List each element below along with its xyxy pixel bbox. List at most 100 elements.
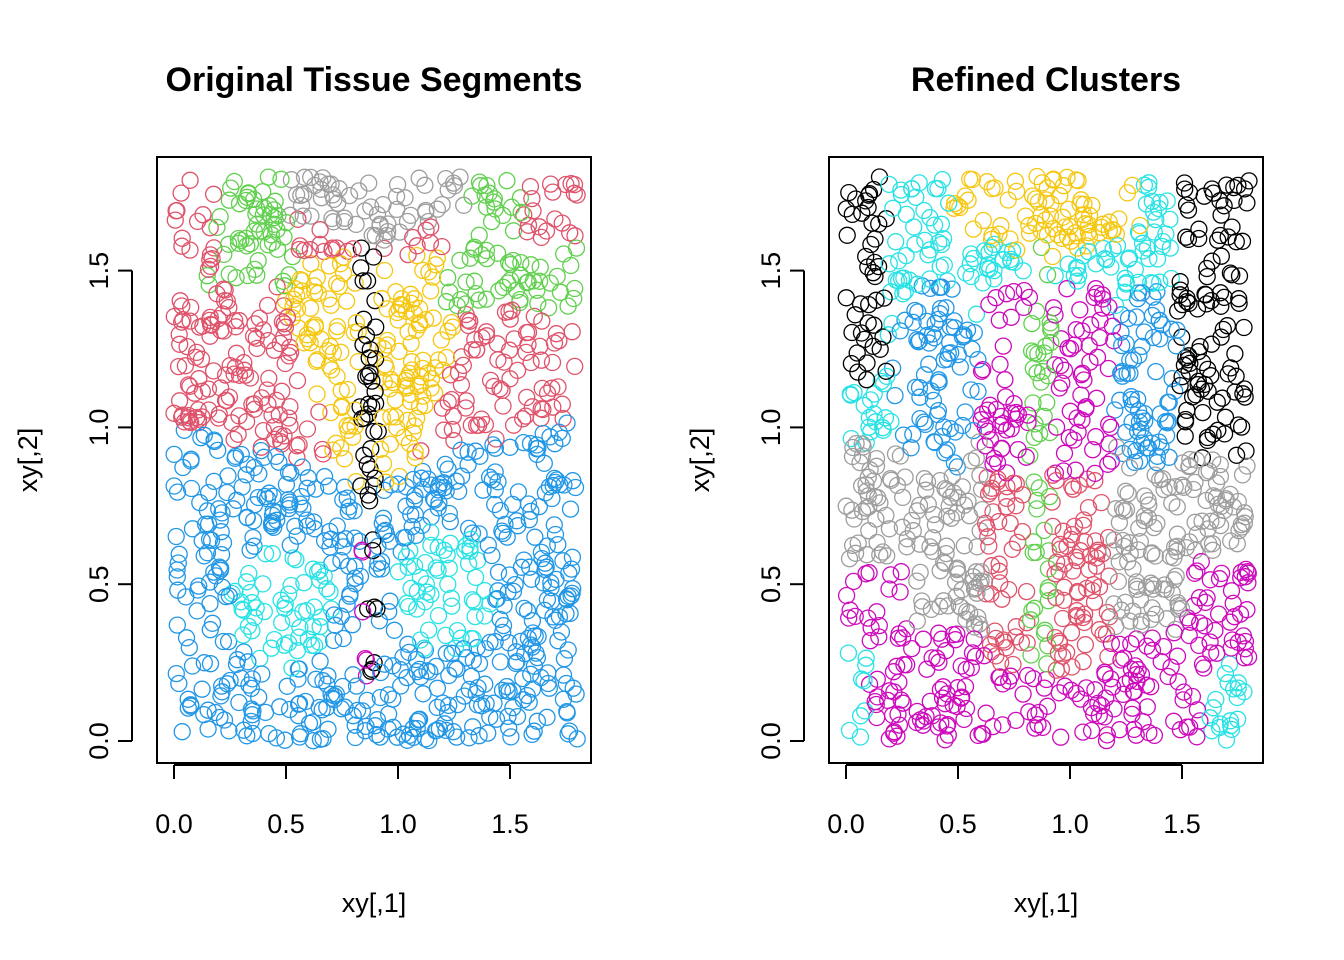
scatter-point <box>543 379 561 397</box>
scatter-point <box>994 337 1012 355</box>
points-layer <box>837 167 1258 750</box>
scatter-point <box>457 399 475 417</box>
scatter-point <box>1175 683 1193 701</box>
scatter-point <box>195 426 213 444</box>
scatter-point <box>979 485 998 503</box>
scatter-point <box>1059 200 1078 219</box>
scatter-point <box>362 662 380 680</box>
scatter-point <box>1234 385 1252 403</box>
scatter-point <box>1148 514 1166 533</box>
x-axis: 0.0 0.5 1.0 1.5 <box>827 764 1201 839</box>
scatter-point <box>232 231 250 250</box>
scatter-point <box>515 206 533 224</box>
scatter-point <box>852 324 871 342</box>
scatter-point <box>253 665 271 683</box>
scatter-point <box>1150 311 1168 330</box>
scatter-point <box>410 169 428 187</box>
scatter-point <box>1236 508 1254 526</box>
scatter-point <box>1195 617 1214 635</box>
y-axis-label: xy[,2] <box>13 428 43 493</box>
scatter-point <box>931 305 949 323</box>
scatter-point <box>949 345 967 364</box>
scatter-point <box>877 506 895 525</box>
scatter-point <box>523 680 542 698</box>
scatter-point <box>1229 416 1248 434</box>
scatter-point <box>851 295 870 313</box>
scatter-point <box>400 434 419 453</box>
scatter-point <box>396 189 414 207</box>
scatter-point <box>334 629 352 648</box>
scatter-point <box>1157 225 1175 243</box>
scatter-point <box>920 355 938 373</box>
scatter-point <box>260 197 279 215</box>
scatter-point <box>284 609 303 628</box>
scatter-point <box>1127 308 1146 326</box>
scatter-point <box>392 677 410 695</box>
scatter-point <box>1165 624 1183 642</box>
scatter-point <box>1180 294 1198 313</box>
scatter-point <box>195 705 213 724</box>
scatter-point <box>1232 568 1250 587</box>
scatter-point <box>1238 194 1256 212</box>
scatter-point <box>340 186 359 205</box>
scatter-point <box>974 274 992 292</box>
scatter-point <box>874 375 893 393</box>
scatter-point <box>990 668 1008 687</box>
scatter-point <box>1188 300 1207 318</box>
scatter-point <box>181 171 199 189</box>
scatter-point <box>1075 511 1093 529</box>
scatter-point <box>1071 195 1089 213</box>
scatter-point <box>455 687 473 705</box>
scatter-point <box>448 621 467 640</box>
scatter-point <box>291 495 309 513</box>
scatter-point <box>457 392 475 410</box>
scatter-point <box>248 339 266 358</box>
scatter-point <box>1233 466 1252 484</box>
scatter-point <box>437 293 456 311</box>
scatter-point <box>255 448 273 466</box>
scatter-point <box>1124 351 1143 369</box>
scatter-point <box>1116 283 1134 301</box>
scatter-point <box>239 185 258 203</box>
scatter-point <box>399 635 417 653</box>
scatter-point <box>298 420 317 438</box>
scatter-point <box>245 400 264 418</box>
scatter-point <box>403 518 421 536</box>
scatter-point <box>1051 535 1069 554</box>
scatter-point <box>983 557 1001 575</box>
scatter-point <box>1220 655 1239 673</box>
scatter-point <box>170 325 188 344</box>
scatter-point <box>559 641 577 659</box>
scatter-point <box>479 536 497 554</box>
scatter-point <box>990 555 1008 573</box>
scatter-point <box>908 612 926 630</box>
scatter-point <box>417 730 435 748</box>
scatter-point <box>1085 288 1103 307</box>
scatter-point <box>477 290 495 308</box>
scatter-point <box>168 561 186 579</box>
scatter-point <box>306 176 324 195</box>
scatter-point <box>1237 560 1255 579</box>
scatter-point <box>1193 655 1212 673</box>
scatter-point <box>1127 573 1146 591</box>
scatter-point <box>533 379 551 398</box>
scatter-point <box>330 277 349 295</box>
scatter-point <box>970 433 988 451</box>
scatter-point <box>371 688 389 707</box>
scatter-point <box>956 677 975 696</box>
scatter-point <box>1129 284 1148 302</box>
scatter-point <box>304 732 322 750</box>
scatter-point <box>1002 420 1020 438</box>
scatter-point <box>442 589 460 607</box>
scatter-point <box>533 312 551 330</box>
scatter-point <box>367 318 385 336</box>
scatter-point <box>1099 455 1117 473</box>
scatter-point <box>1229 492 1247 511</box>
scatter-point <box>950 597 969 615</box>
scatter-point <box>931 299 950 318</box>
scatter-point <box>538 384 557 402</box>
scatter-point <box>1021 611 1040 629</box>
scatter-point <box>265 418 284 436</box>
scatter-point <box>260 369 278 388</box>
scatter-point <box>479 724 497 742</box>
